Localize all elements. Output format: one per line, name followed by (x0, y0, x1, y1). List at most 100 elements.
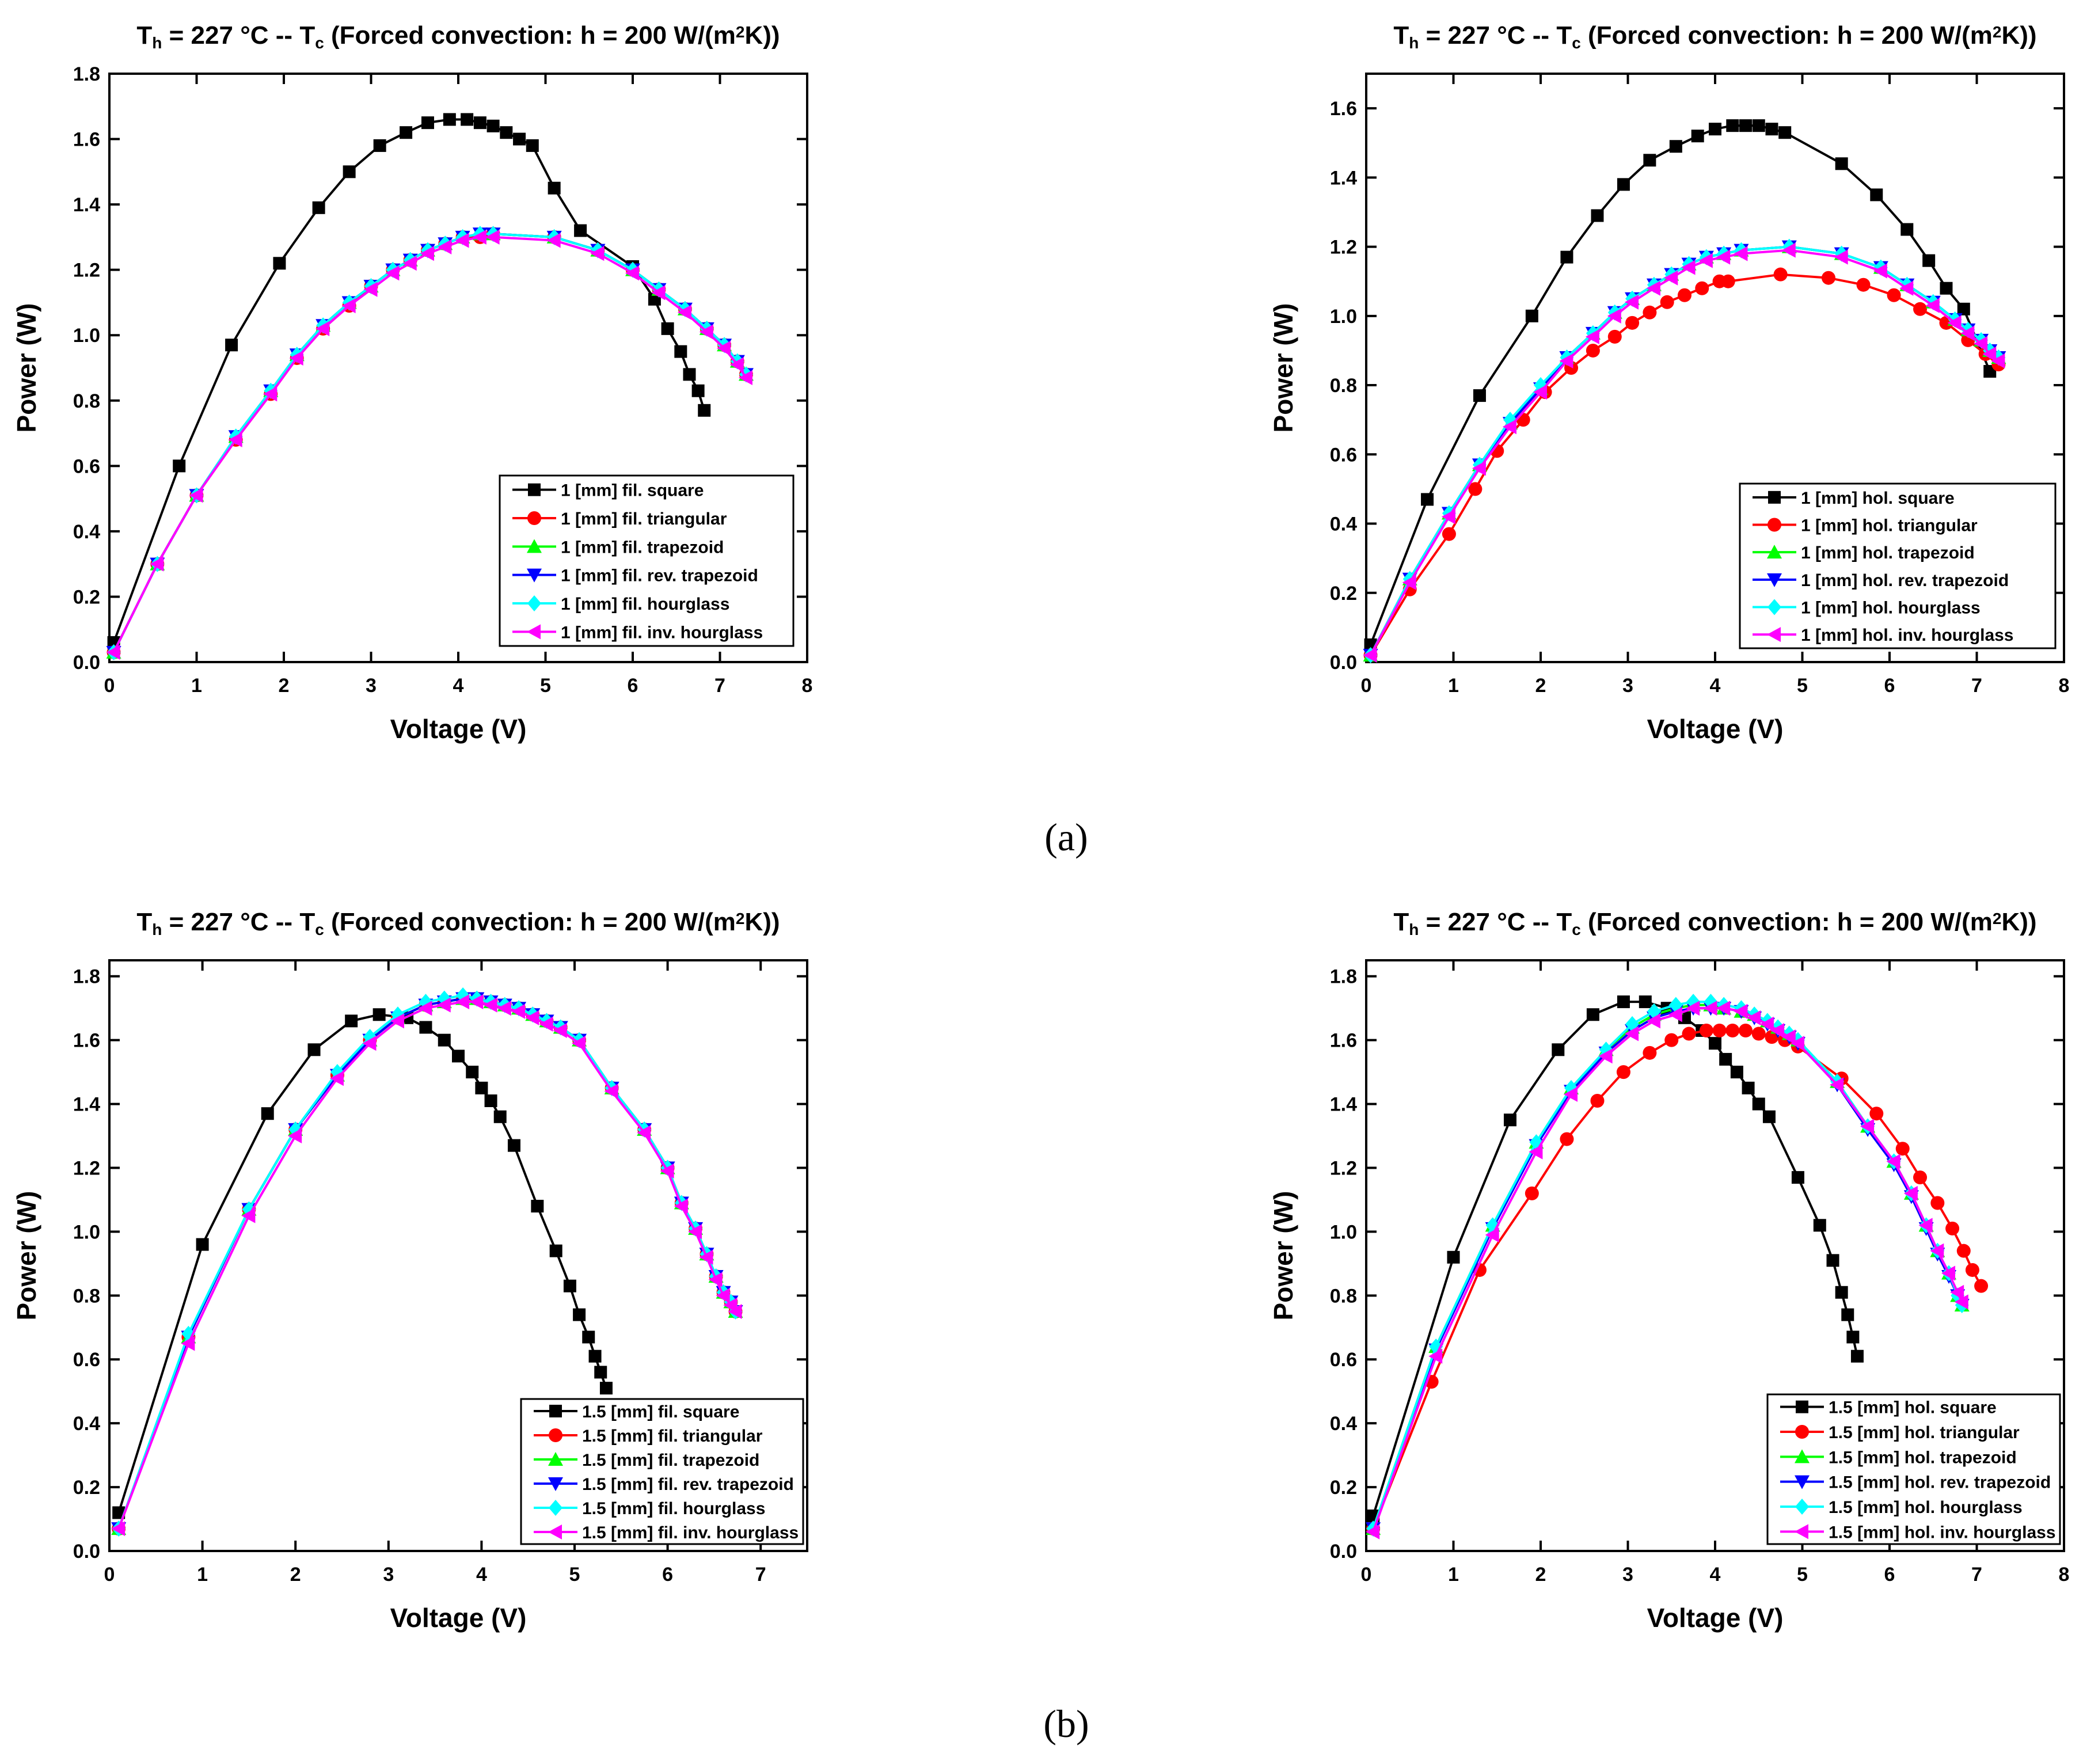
data-point (625, 265, 639, 281)
data-point (604, 1084, 618, 1099)
data-point (526, 139, 539, 152)
data-point (698, 404, 711, 417)
y-tick-label: 0.6 (1330, 1349, 1357, 1371)
chart-title: Th = 227 °C -- Tc (Forced convection: h … (136, 21, 780, 52)
data-point (341, 298, 356, 314)
data-point (485, 229, 500, 245)
x-tick-label: 5 (569, 1564, 580, 1586)
data-point (1841, 1308, 1854, 1321)
data-point (1639, 995, 1652, 1009)
y-axis-label: Power (W) (1268, 1191, 1298, 1321)
y-axis-label: Power (W) (1268, 303, 1298, 433)
data-point (483, 997, 497, 1013)
series-5 (106, 229, 752, 660)
data-point (708, 1272, 723, 1287)
data-point (1870, 188, 1883, 202)
data-point (106, 644, 120, 660)
y-tick-label: 1.6 (73, 1030, 100, 1052)
data-point (1940, 282, 1953, 295)
data-point (531, 1200, 544, 1213)
x-tick-label: 1 (1448, 1564, 1459, 1586)
legend-label: 1.5 [mm] fil. square (582, 1402, 739, 1421)
panel-label-a: (a) (1044, 815, 1088, 859)
data-point (738, 370, 752, 386)
y-tick-label: 1.0 (73, 325, 100, 347)
data-point (1900, 223, 1914, 236)
data-point (1918, 1218, 1933, 1233)
legend-label: 1.5 [mm] hol. rev. trapezoid (1829, 1473, 2051, 1492)
y-tick-label: 0.0 (1330, 652, 1357, 674)
data-point (1974, 1279, 1989, 1293)
y-tick-label: 0.0 (73, 652, 100, 674)
data-point (1598, 1048, 1613, 1064)
legend-marker (548, 1477, 563, 1491)
data-point (438, 1033, 451, 1047)
data-point (1677, 288, 1692, 302)
chart-a-right: Th = 227 °C -- Tc (Forced convection: h … (1268, 21, 2069, 744)
data-point (548, 181, 561, 195)
data-point (189, 488, 203, 503)
data-point (372, 1008, 386, 1021)
y-tick-label: 0.8 (1330, 1285, 1357, 1307)
data-point (1941, 1265, 1956, 1281)
x-tick-label: 1 (197, 1564, 208, 1586)
y-tick-label: 0.8 (73, 390, 100, 412)
data-point (418, 1001, 432, 1016)
data-point (573, 1308, 586, 1321)
legend-marker (527, 511, 541, 525)
y-tick-label: 1.8 (73, 966, 100, 988)
data-point (677, 305, 691, 320)
series-5 (111, 994, 742, 1537)
series-1 (1366, 1024, 1989, 1536)
data-point (289, 350, 303, 366)
legend-marker (1767, 518, 1781, 532)
x-tick-label: 0 (104, 675, 115, 697)
data-point (288, 1128, 302, 1144)
data-point (549, 1244, 562, 1257)
legend-marker (1795, 1499, 1809, 1515)
legend-marker (549, 1500, 562, 1516)
data-point (1960, 325, 1975, 341)
data-point (1646, 280, 1660, 296)
data-point (1716, 1001, 1731, 1016)
data-point (1586, 1008, 1599, 1021)
data-point (173, 459, 186, 473)
data-point (1913, 302, 1928, 316)
data-point (228, 432, 242, 447)
chart-title: Th = 227 °C -- Tc (Forced convection: h … (1393, 908, 2036, 938)
y-tick-label: 0.2 (73, 1477, 100, 1499)
data-point (717, 340, 731, 356)
data-point (421, 116, 434, 130)
y-axis-label: Power (W) (12, 1191, 41, 1321)
data-point (651, 285, 666, 301)
data-point (1552, 1043, 1565, 1056)
data-point (1974, 336, 1988, 351)
x-tick-label: 0 (1361, 1564, 1372, 1586)
data-point (594, 1366, 607, 1379)
data-point (1664, 1033, 1679, 1047)
data-point (1585, 329, 1599, 344)
data-point (385, 265, 400, 281)
series-5 (1366, 1001, 1968, 1539)
data-point (729, 357, 744, 372)
x-tick-label: 7 (1971, 675, 1982, 697)
data-point (181, 1336, 195, 1351)
legend-label: 1 [mm] hol. square (1801, 489, 1955, 508)
data-point (1529, 1144, 1543, 1159)
legend: 1 [mm] fil. square 1 [mm] fil. triangular… (499, 474, 795, 647)
data-point (513, 132, 526, 146)
legend-label: 1 [mm] fil. triangular (561, 510, 727, 529)
legend-box (499, 474, 795, 647)
legend: 1.5 [mm] fil. square 1.5 [mm] fil. triang… (520, 1398, 804, 1545)
data-point (1607, 308, 1621, 324)
data-point (1895, 1142, 1910, 1156)
data-point (400, 126, 413, 139)
data-point (1643, 154, 1656, 167)
data-point (1682, 1027, 1696, 1041)
data-point (1739, 119, 1753, 132)
data-point (1846, 1330, 1860, 1344)
chart-b-left: Th = 227 °C -- Tc (Forced convection: h … (12, 908, 808, 1633)
x-tick-label: 7 (755, 1564, 766, 1586)
data-point (1835, 1286, 1848, 1299)
